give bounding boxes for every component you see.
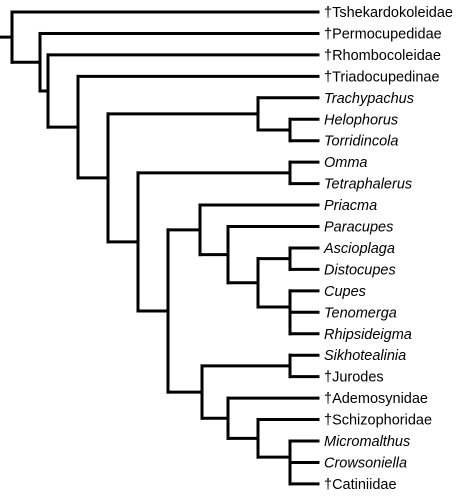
taxon-label-triadocupedinae: †Triadocupedinae <box>324 69 440 85</box>
taxon-label-rhipsideigma: Rhipsideigma <box>324 327 412 343</box>
taxon-label-sikhotealinia: Sikhotealinia <box>324 348 406 364</box>
taxon-label-micromalthus: Micromalthus <box>324 434 410 450</box>
taxon-label-catiniidae: †Catiniidae <box>324 477 397 493</box>
taxon-label-ascioplaga: Ascioplaga <box>323 241 395 257</box>
taxon-label-distocupes: Distocupes <box>324 262 396 278</box>
taxon-label-schizophoridae: †Schizophoridae <box>324 413 432 429</box>
taxon-label-helophorus: Helophorus <box>324 112 398 128</box>
taxon-label-permocupedidae: †Permocupedidae <box>324 26 442 42</box>
taxon-label-cupes: Cupes <box>324 284 366 300</box>
taxon-label-tshekardokoleidae: †Tshekardokoleidae <box>324 5 453 21</box>
taxon-label-paracupes: Paracupes <box>324 220 393 236</box>
taxon-label-trachypachus: Trachypachus <box>324 91 414 107</box>
taxon-label-tetraphalerus: Tetraphalerus <box>324 177 412 193</box>
taxon-label-torridincola: Torridincola <box>324 134 398 150</box>
taxon-label-jurodes: †Jurodes <box>324 370 384 386</box>
taxon-label-omma: Omma <box>324 155 368 171</box>
taxon-label-ademosynidae: †Ademosynidae <box>324 391 428 407</box>
taxon-label-priacma: Priacma <box>324 198 377 214</box>
tree-branches <box>0 10 320 486</box>
taxon-label-tenomerga: Tenomerga <box>324 305 397 321</box>
taxon-label-rhombocoleidae: †Rhombocoleidae <box>324 48 441 64</box>
taxon-labels: †Tshekardokoleidae †Permocupedidae †Rhom… <box>323 5 453 493</box>
taxon-label-crowsoniella: Crowsoniella <box>324 455 407 471</box>
